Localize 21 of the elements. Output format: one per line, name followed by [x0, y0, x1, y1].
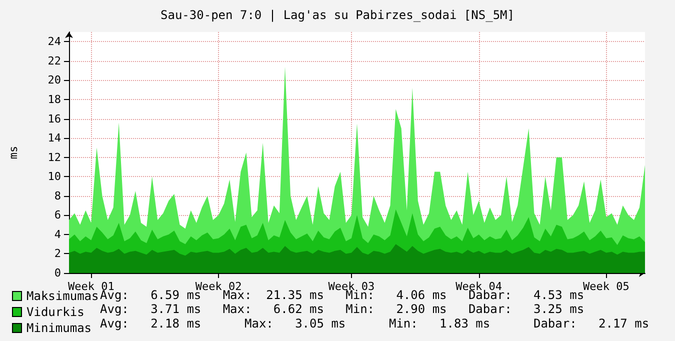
y-tick-label: 22	[48, 54, 61, 68]
y-tick-label: 24	[48, 35, 62, 48]
y-tick-label: 6	[54, 208, 61, 222]
y-tick-label: 10	[48, 170, 61, 184]
y-tick-label: 18	[48, 92, 61, 106]
text: Avg: 3.71 ms Max: 6.62 ms Min: 2.90 ms Dabar: 3.25 ms	[100, 302, 584, 316]
legend-label: Vidurkis	[26, 305, 84, 319]
legend-label: Maksimumas	[26, 289, 99, 303]
y-tick-label: 20	[48, 74, 61, 87]
y-tick-label: 4	[54, 228, 62, 241]
text: Avg: 2.18 ms Max: 3.05 ms Min: 1.83 ms Dabar: 2.17 ms	[100, 316, 650, 330]
y-tick-label: 0	[54, 266, 61, 280]
y-tick-label: 8	[54, 189, 61, 202]
y-axis-title: ms	[7, 146, 20, 160]
y-tick-label: 14	[48, 132, 62, 145]
x-tick-label: Week 05	[583, 280, 630, 293]
y-tick-label: 16	[48, 112, 61, 126]
legend-label: Minimumas	[26, 321, 92, 335]
y-tick-label: 2	[54, 247, 61, 260]
chart-title: Sau-30-pen 7:0 | Lag'as su Pabirzes_sodai [NS_5M]	[160, 8, 515, 22]
y-tick-label: 12	[48, 150, 61, 164]
